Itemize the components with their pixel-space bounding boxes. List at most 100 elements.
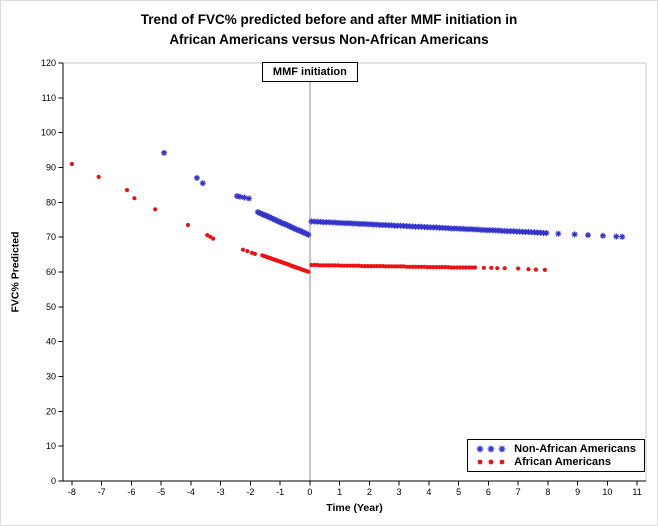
data-point <box>306 269 311 274</box>
data-point <box>410 264 415 269</box>
data-point <box>404 264 409 269</box>
data-point <box>321 263 326 268</box>
data-point <box>419 264 424 269</box>
data-point <box>199 180 206 187</box>
chart-title: Trend of FVC% predicted before and after… <box>1 10 657 51</box>
x-tick-label: 2 <box>367 487 372 497</box>
data-point <box>481 265 486 270</box>
data-point <box>452 265 457 270</box>
x-axis-title: Time (Year) <box>326 502 383 514</box>
data-point <box>69 161 74 167</box>
x-axis-ticks: -8 -7 -6 -5 -4 -3 -2 -1 0 1 2 3 4 5 6 7 8 9 10 11 <box>68 481 642 497</box>
data-point <box>96 174 101 179</box>
chart-title-line1: Trend of FVC% predicted before and after… <box>140 12 518 27</box>
legend-item-african-americans: African Americans <box>474 456 636 468</box>
data-point <box>392 264 397 269</box>
data-point <box>619 233 626 240</box>
x-tick-label: -6 <box>127 487 135 497</box>
legend-marker-circle-icon <box>474 456 508 468</box>
data-point <box>542 267 548 272</box>
x-tick-label: 1 <box>337 487 342 497</box>
data-point <box>327 263 332 268</box>
x-tick-label: -7 <box>98 487 106 497</box>
data-point <box>613 233 620 240</box>
series-african-americans <box>69 161 548 274</box>
data-point <box>398 264 403 269</box>
y-axis-title-wrap: FVC% Predicted <box>3 63 29 481</box>
x-tick-label: -8 <box>68 487 76 497</box>
data-point <box>153 207 158 212</box>
data-point <box>305 231 312 238</box>
data-point <box>324 263 329 268</box>
legend: Non-African Americans African Americans <box>467 439 645 472</box>
x-tick-label: 0 <box>307 487 312 497</box>
data-point <box>443 265 448 270</box>
x-tick-label: 9 <box>575 487 580 497</box>
y-tick-label: 100 <box>41 128 56 138</box>
data-point <box>241 194 248 201</box>
data-point <box>383 264 388 269</box>
y-tick-label: 70 <box>46 232 56 242</box>
data-point <box>571 231 578 238</box>
y-tick-label: 20 <box>46 406 56 416</box>
y-tick-label: 10 <box>46 441 56 451</box>
x-tick-label: -4 <box>187 487 195 497</box>
data-point <box>368 264 373 269</box>
data-point <box>347 263 353 268</box>
y-tick-label: 110 <box>42 93 56 103</box>
data-point <box>413 264 418 269</box>
legend-marker-star-icon <box>474 443 508 455</box>
data-point <box>599 232 606 239</box>
data-point <box>237 193 243 200</box>
legend-label: Non-African Americans <box>514 443 636 455</box>
data-point <box>342 263 347 268</box>
data-point <box>309 262 314 268</box>
x-tick-label: -2 <box>246 487 254 497</box>
data-point <box>386 264 391 269</box>
data-point <box>132 196 137 201</box>
x-tick-label: 4 <box>426 487 431 497</box>
data-point <box>495 266 500 271</box>
data-point <box>489 265 494 270</box>
data-point <box>193 174 200 181</box>
data-point <box>455 265 460 270</box>
x-tick-label: 3 <box>397 487 402 497</box>
data-point <box>526 267 531 272</box>
data-point <box>365 264 370 269</box>
plot-frame <box>62 62 647 482</box>
data-point <box>312 262 317 268</box>
data-point <box>434 265 439 270</box>
data-point <box>533 267 539 272</box>
y-tick-label: 120 <box>41 58 56 68</box>
data-point <box>466 265 472 270</box>
data-point <box>543 230 550 236</box>
data-point <box>330 263 335 268</box>
y-tick-label: 50 <box>46 302 56 312</box>
y-axis-ticks: 0 10 20 30 40 50 60 70 80 90 100 110 120 <box>41 58 63 486</box>
y-tick-label: 30 <box>46 372 56 382</box>
data-point <box>374 264 379 269</box>
data-point <box>318 263 323 268</box>
data-point <box>555 230 562 237</box>
data-point <box>463 265 469 270</box>
y-tick-label: 40 <box>46 337 56 347</box>
data-point <box>458 265 463 270</box>
data-point <box>428 265 433 270</box>
data-point <box>161 149 168 156</box>
y-tick-label: 0 <box>51 476 56 486</box>
data-point <box>359 264 364 269</box>
data-point <box>461 265 466 270</box>
data-point <box>371 264 376 269</box>
data-point <box>124 188 130 193</box>
chart-title-line2: African Americans versus Non-African Ame… <box>169 32 489 48</box>
x-tick-label: -5 <box>157 487 165 497</box>
data-point <box>245 195 252 202</box>
data-point <box>350 263 356 268</box>
y-tick-label: 80 <box>46 197 56 207</box>
y-axis-title: FVC% Predicted <box>10 231 23 313</box>
data-point <box>353 263 359 268</box>
data-point <box>234 193 240 200</box>
reference-line-label: MMF initiation <box>261 62 358 82</box>
data-point <box>585 232 591 239</box>
data-point <box>502 266 507 271</box>
